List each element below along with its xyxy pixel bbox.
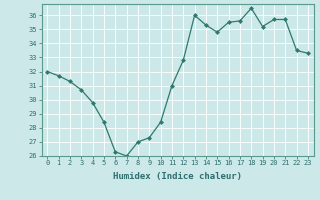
X-axis label: Humidex (Indice chaleur): Humidex (Indice chaleur) [113,172,242,181]
